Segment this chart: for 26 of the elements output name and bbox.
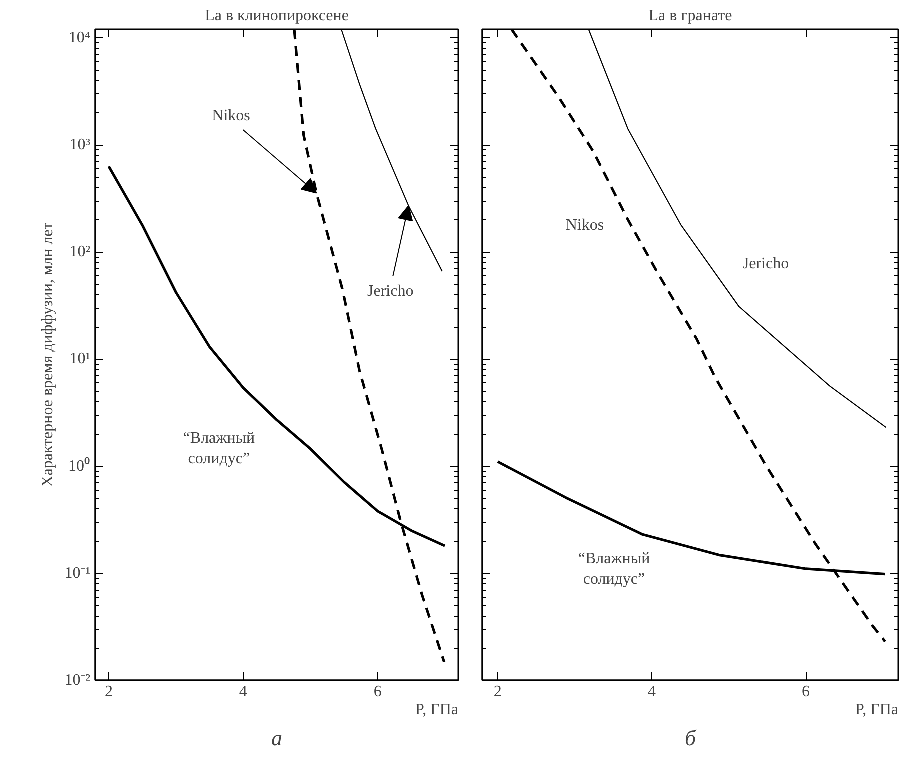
y-tick-label: 10⁻²: [64, 672, 91, 689]
chart-title: La в клинопироксене: [205, 8, 349, 24]
series-label: Nikos: [566, 216, 604, 234]
y-tick-label: 10³: [70, 136, 91, 154]
y-axis-title: Характерное время диффузии, млн лет: [40, 222, 57, 488]
text: Nikos: [212, 108, 250, 125]
y-tick-label: 10⁻¹: [64, 564, 91, 582]
series-label: Jericho: [368, 283, 414, 300]
series-label: Jericho: [742, 255, 790, 272]
chart-title: La в гранате: [648, 8, 732, 24]
text: а: [272, 726, 282, 750]
x-tick-label: 4: [239, 684, 248, 700]
x-tick-label: 6: [374, 684, 382, 700]
x-tick-label: 6: [802, 684, 810, 700]
y-tick-label: 10¹: [70, 350, 91, 368]
series-label: “Влажный солидус”: [578, 550, 651, 588]
text: б: [684, 726, 697, 750]
y-tick-label: 10⁰: [68, 456, 90, 475]
x-tick-label: 2: [494, 684, 502, 700]
y-tick-label: 10⁴: [68, 29, 91, 46]
series-label: “Влажный солидус”: [183, 430, 256, 468]
x-tick-label: 4: [648, 684, 656, 700]
y-tick-label: 10²: [70, 244, 91, 261]
x-axis-title: P, ГПа: [855, 702, 898, 718]
x-tick-label: 2: [104, 684, 113, 700]
x-axis-title: P, ГПа: [415, 702, 458, 718]
